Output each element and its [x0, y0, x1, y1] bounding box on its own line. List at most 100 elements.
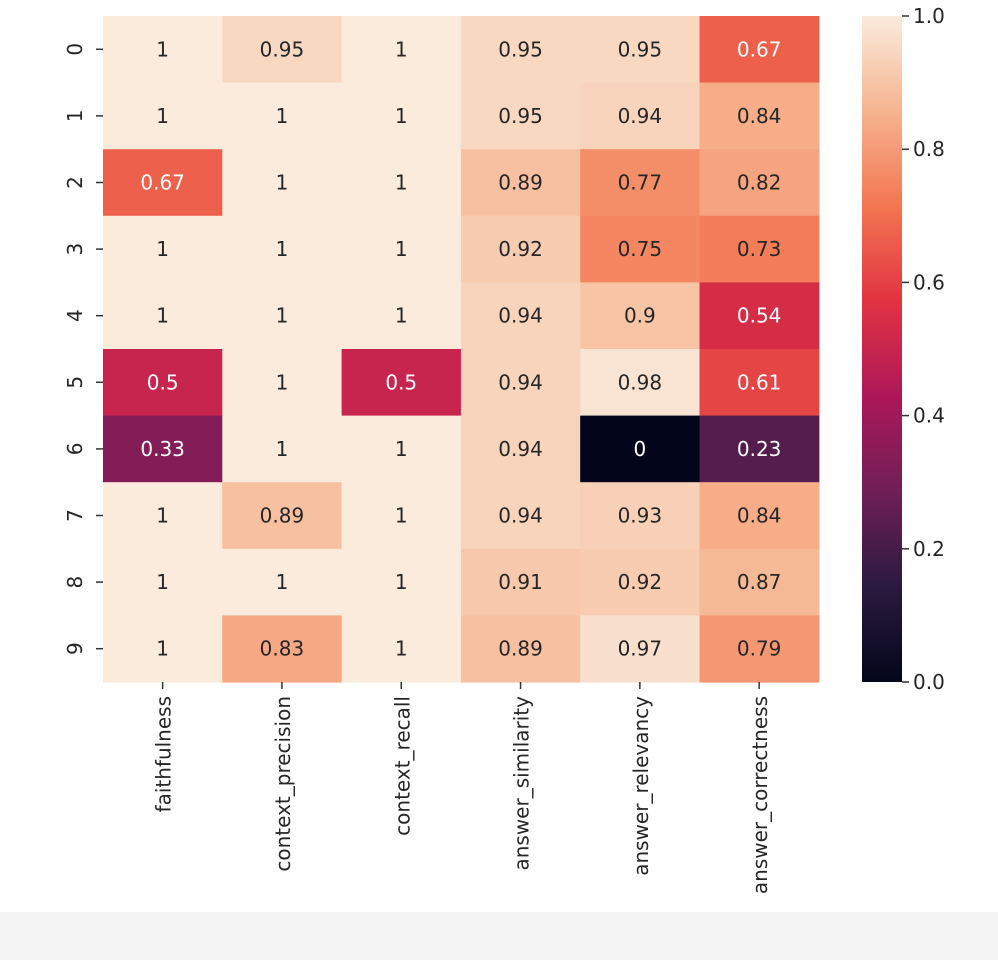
cell-annotation: 1: [276, 237, 289, 261]
heatmap-cell-r9-c5: [699, 615, 820, 683]
heatmap-cell-r8-c2: [341, 548, 462, 616]
cell-annotation: 0.73: [737, 237, 782, 261]
heatmap-cell-r8-c1: [222, 548, 343, 616]
cell-annotation: 0.89: [260, 504, 305, 528]
heatmap-annotations: 1 0.95 1 0.95 0.95 0.67 1 1 1 0.95 0.94 0.84 0.67 1 1 0…: [140, 37, 781, 660]
cell-annotation: 0.97: [618, 637, 663, 661]
cell-annotation: 1: [395, 171, 408, 195]
heatmap-cell-r3-c4: [580, 215, 701, 283]
column-label: faithfulness: [152, 696, 176, 812]
cell-annotation: 0.95: [260, 37, 305, 61]
cell-annotation: 0.98: [618, 370, 663, 394]
heatmap-cell-r8-c3: [460, 548, 581, 616]
heatmap-cell-r5-c5: [699, 349, 820, 417]
heatmap-cell-r5-c1: [222, 349, 343, 417]
colorbar-tick-label: 0.4: [913, 404, 945, 428]
row-label: 9: [63, 642, 87, 655]
heatmap-cell-r9-c0: [103, 615, 223, 683]
heatmap-cell-r9-c1: [222, 615, 343, 683]
column-label: context_recall: [390, 696, 414, 836]
heatmap-cell-r1-c2: [341, 82, 462, 150]
heatmap-cell-r7-c5: [699, 482, 820, 550]
heatmap-cell-r0-c5: [699, 16, 820, 84]
column-label: answer_relevancy: [629, 696, 653, 876]
window-bottom-bar: [0, 912, 998, 960]
cell-annotation: 1: [276, 304, 289, 328]
colorbar-gradient: [862, 16, 902, 682]
cell-annotation: 0.92: [618, 570, 663, 594]
heatmap-cell-r9-c3: [460, 615, 581, 683]
cell-annotation: 1: [276, 104, 289, 128]
cell-annotation: 0.77: [618, 171, 663, 195]
cell-annotation: 1: [276, 370, 289, 394]
row-label: 7: [63, 509, 87, 522]
heatmap-cell-r0-c0: [103, 16, 223, 84]
heatmap-cell-r5-c0: [103, 349, 223, 417]
heatmap-cell-r6-c4: [580, 415, 701, 483]
colorbar-tick-label: 1.0: [913, 4, 945, 28]
cell-annotation: 1: [395, 504, 408, 528]
cell-annotation: 0.95: [498, 104, 543, 128]
heatmap-cell-r2-c3: [460, 149, 581, 217]
cell-annotation: 1: [276, 570, 289, 594]
cell-annotation: 0.61: [737, 370, 782, 394]
heatmap-cell-r3-c3: [460, 215, 581, 283]
cell-annotation: 1: [395, 437, 408, 461]
heatmap-cell-r4-c1: [222, 282, 343, 350]
cell-annotation: 1: [156, 570, 169, 594]
column-label: answer_similarity: [510, 696, 534, 871]
cell-annotation: 1: [395, 570, 408, 594]
heatmap-cell-r4-c2: [341, 282, 462, 350]
cell-annotation: 0.94: [498, 437, 543, 461]
heatmap-cell-r4-c5: [699, 282, 820, 350]
heatmap-cell-r3-c2: [341, 215, 462, 283]
cell-annotation: 0.89: [498, 637, 543, 661]
cell-annotation: 0.95: [618, 37, 663, 61]
heatmap-cell-r1-c5: [699, 82, 820, 150]
heatmap-cell-r6-c5: [699, 415, 820, 483]
heatmap-cells: [103, 16, 820, 683]
heatmap-cell-r9-c4: [580, 615, 701, 683]
heatmap-cell-r2-c4: [580, 149, 701, 217]
cell-annotation: 0.94: [498, 504, 543, 528]
cell-annotation: 0.5: [385, 370, 417, 394]
row-label: 0: [63, 43, 87, 56]
heatmap-cell-r0-c3: [460, 16, 581, 84]
cell-annotation: 0.91: [498, 570, 543, 594]
heatmap-cell-r8-c4: [580, 548, 701, 616]
colorbar-tick-label: 0.6: [913, 270, 945, 294]
heatmap-cell-r6-c1: [222, 415, 343, 483]
cell-annotation: 1: [156, 504, 169, 528]
cell-annotation: 0.93: [618, 504, 663, 528]
heatmap-cell-r5-c3: [460, 349, 581, 417]
colorbar-tick-label: 0.0: [913, 670, 945, 694]
row-label: 5: [63, 376, 87, 389]
row-axis: 0 1 2 3 4 5 6 7 8 9: [63, 43, 103, 655]
heatmap-chart: 1 0.95 1 0.95 0.95 0.671 1 1 0.95 0.94 0.840.67 1 1 0…: [63, 4, 945, 894]
cell-annotation: 1: [395, 37, 408, 61]
cell-annotation: 0.54: [737, 304, 782, 328]
heatmap-cell-r1-c0: [103, 82, 223, 150]
cell-annotation: 1: [395, 637, 408, 661]
row-label: 4: [63, 309, 87, 322]
heatmap-cell-r1-c3: [460, 82, 581, 150]
heatmap-cell-r2-c0: [103, 149, 223, 217]
cell-annotation: 0.79: [737, 637, 782, 661]
cell-annotation: 0.75: [618, 237, 663, 261]
heatmap-cell-r3-c5: [699, 215, 820, 283]
cell-annotation: 0.89: [498, 171, 543, 195]
cell-annotation: 0.23: [737, 437, 782, 461]
row-label: 2: [63, 176, 87, 189]
column-label: answer_correctness: [748, 696, 772, 894]
heatmap-cell-r7-c0: [103, 482, 223, 550]
column-label: context_precision: [271, 696, 295, 872]
cell-annotation: 1: [156, 637, 169, 661]
cell-annotation: 0.94: [618, 104, 663, 128]
cell-annotation: 0.9: [624, 304, 656, 328]
heatmap-cell-r1-c4: [580, 82, 701, 150]
cell-annotation: 0.67: [140, 171, 185, 195]
heatmap-cell-r8-c0: [103, 548, 223, 616]
cell-annotation: 0.94: [498, 304, 543, 328]
heatmap-cell-r0-c4: [580, 16, 701, 84]
cell-annotation: 0.84: [737, 104, 782, 128]
